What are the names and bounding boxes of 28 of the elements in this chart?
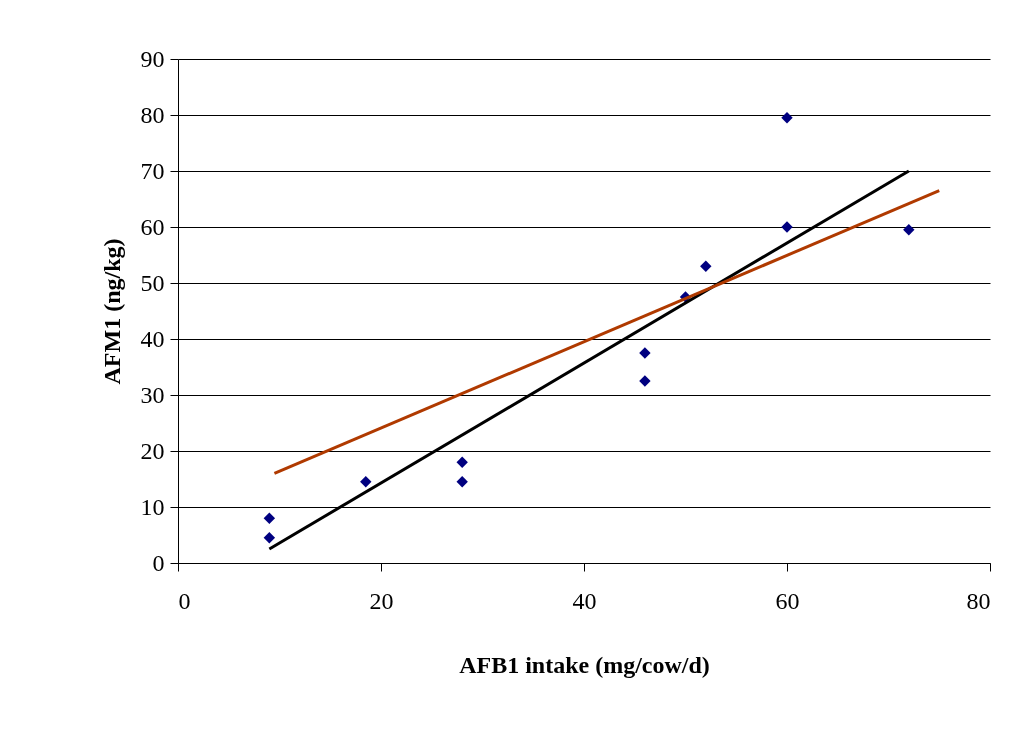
y-tick-label: 80 — [140, 101, 165, 128]
y-tick-label: 20 — [140, 437, 165, 464]
y-axis-title: AFM1 (ng/kg) — [98, 238, 125, 385]
y-tick-label: 0 — [152, 549, 165, 576]
y-tick-label: 50 — [140, 269, 165, 296]
point — [360, 476, 372, 488]
point — [456, 476, 468, 488]
y-tick-label: 90 — [140, 45, 165, 72]
y-tick-label: 10 — [140, 493, 165, 520]
y-tick-label: 60 — [140, 213, 165, 240]
x-tick-label: 80 — [966, 587, 991, 614]
y-tick-label: 70 — [140, 157, 165, 184]
point — [700, 260, 712, 272]
point — [903, 224, 915, 236]
x-tick-label: 20 — [369, 587, 394, 614]
point — [639, 375, 651, 387]
y-tick-label: 40 — [140, 325, 165, 352]
point — [263, 512, 276, 524]
point — [781, 221, 793, 233]
x-tick-label: 40 — [572, 587, 597, 614]
point — [781, 112, 793, 124]
x-axis-title: AFB1 intake (mg/cow/d) — [459, 651, 710, 678]
x-tick-label: 60 — [775, 587, 800, 614]
point — [456, 456, 468, 468]
y-tick-label: 30 — [140, 381, 165, 408]
point — [639, 347, 651, 359]
point — [263, 532, 276, 544]
x-tick-label: 0 — [178, 587, 191, 614]
